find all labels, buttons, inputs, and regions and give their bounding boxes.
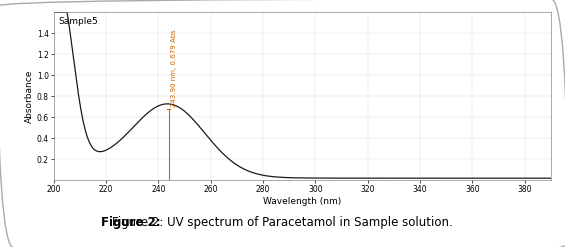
Y-axis label: Absorbance: Absorbance: [25, 70, 34, 123]
Text: Sample5: Sample5: [59, 17, 98, 26]
Text: Figure 2:: Figure 2:: [101, 216, 160, 229]
X-axis label: Wavelength (nm): Wavelength (nm): [263, 197, 341, 206]
Text: Figure 2: UV spectrum of Paracetamol in Sample solution.: Figure 2: UV spectrum of Paracetamol in …: [112, 216, 453, 229]
Text: 243.90 nm, 0.679 Abs: 243.90 nm, 0.679 Abs: [171, 29, 177, 107]
